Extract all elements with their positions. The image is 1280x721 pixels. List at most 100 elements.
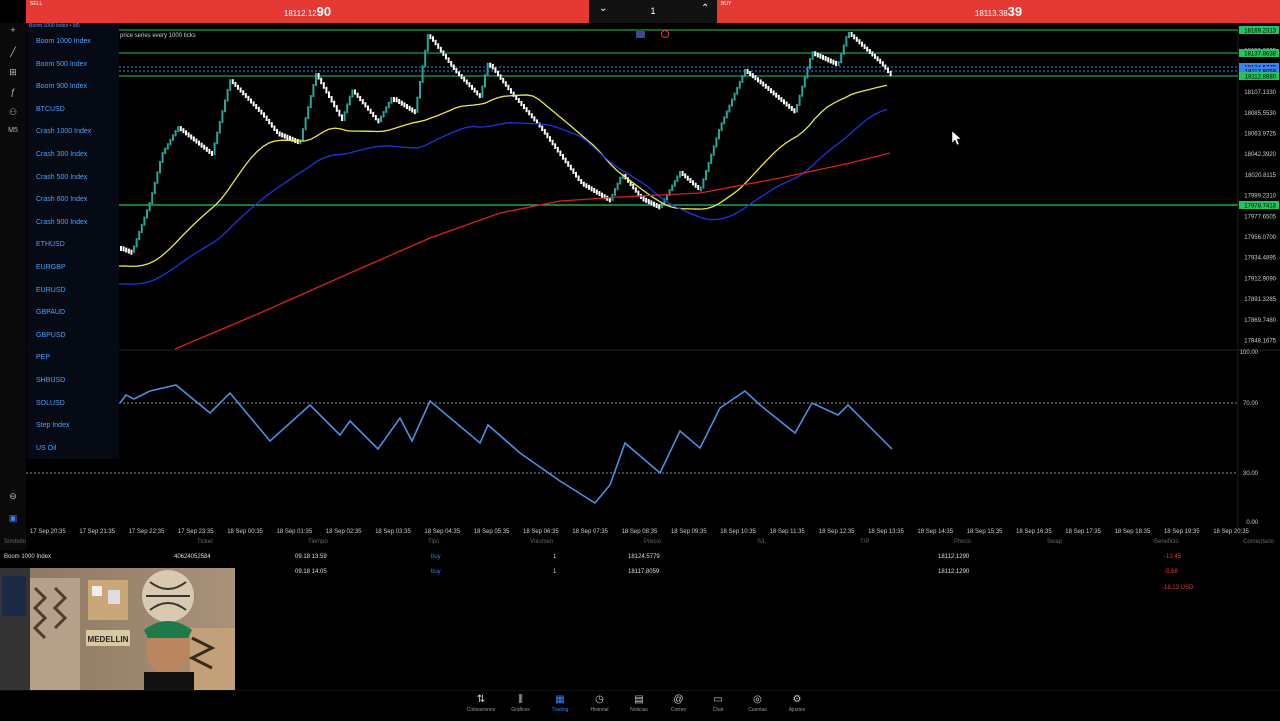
symbol-item[interactable]: Boom 500 Index: [36, 60, 87, 68]
symbol-item[interactable]: Crash 500 Index: [36, 173, 88, 181]
brick: [679, 171, 681, 178]
timeframe-button[interactable]: M5: [8, 127, 18, 134]
brick: [169, 138, 172, 146]
crosshair-icon[interactable]: +: [10, 25, 16, 35]
brick: [445, 53, 447, 60]
brick: [601, 192, 603, 198]
position-price[interactable]: 18124.5779: [628, 554, 660, 560]
brick: [268, 118, 271, 125]
brick: [205, 146, 208, 152]
symbol-item[interactable]: EURGBP: [36, 264, 66, 271]
symbol-item[interactable]: EURUSD: [36, 286, 66, 294]
column-header[interactable]: T/P: [860, 539, 870, 545]
position-volume[interactable]: 1: [553, 569, 557, 575]
position-ticket[interactable]: 40624052584: [174, 554, 211, 560]
arrows-icon: ⇅: [476, 694, 486, 705]
brick: [263, 112, 265, 118]
symbol-item[interactable]: SHBUSD: [36, 377, 66, 384]
price-axis-label: 17956.0700: [1244, 235, 1276, 241]
column-header[interactable]: Swap: [1047, 539, 1063, 545]
chevron-down-icon[interactable]: ⌄: [599, 3, 608, 14]
objects-icon[interactable]: ⚇: [8, 107, 18, 117]
column-header[interactable]: Precio: [954, 539, 972, 545]
nav-ajustes[interactable]: ⚙ Ajustes: [777, 694, 817, 713]
brick: [135, 238, 138, 248]
line-tool-icon[interactable]: ╱: [10, 47, 16, 57]
position-type[interactable]: buy: [431, 554, 441, 560]
sell-price: 18112.1290: [283, 4, 332, 19]
brick: [811, 51, 814, 61]
symbol-item[interactable]: SOLUSD: [36, 399, 65, 407]
brick: [861, 41, 863, 47]
symbol-item[interactable]: Boom 900 Index: [36, 83, 87, 91]
symbol-item[interactable]: GBPUSD: [36, 331, 66, 339]
column-header[interactable]: Beneficio: [1154, 539, 1179, 545]
nav-correo[interactable]: @ Correo: [659, 694, 699, 713]
brick: [850, 31, 853, 37]
price-chart[interactable]: price series every 1000 ticks 18169.2313 1…: [0, 23, 1280, 550]
brick: [247, 95, 250, 101]
brick: [341, 114, 343, 121]
position-type[interactable]: buy: [431, 569, 441, 575]
time-axis-label: 18 Sep 05:35: [474, 529, 510, 535]
function-icon[interactable]: ƒ: [10, 87, 16, 97]
column-header[interactable]: Comentario: [1243, 539, 1275, 545]
symbol-item[interactable]: Crash 1000 Index: [36, 128, 92, 136]
oscillator-line: [119, 384, 893, 505]
brick: [473, 87, 476, 93]
brick: [231, 79, 234, 85]
position-time[interactable]: 09.18 13:59: [295, 554, 327, 560]
symbol-item[interactable]: ETHUSD: [36, 241, 65, 249]
brick: [645, 197, 648, 203]
column-header[interactable]: Tipo: [428, 539, 440, 545]
nav-cuentas[interactable]: ◎ Cuentas: [738, 694, 778, 713]
brick: [777, 94, 780, 100]
nav-label: Trading: [551, 707, 569, 713]
nav-noticias[interactable]: ▤ Noticias: [619, 694, 659, 713]
sell-button[interactable]: SELL 18112.1290: [26, 0, 589, 23]
brick: [510, 88, 512, 94]
nav-trading[interactable]: ▦ Trading: [540, 694, 580, 713]
lot-value[interactable]: 1: [650, 6, 656, 16]
nav-historial[interactable]: ◷ Historial: [580, 694, 620, 713]
column-header[interactable]: Volumen: [530, 539, 554, 545]
position-time[interactable]: 09.18 14:05: [295, 569, 327, 575]
symbol-item[interactable]: BTCUSD: [36, 105, 65, 113]
chevron-up-icon[interactable]: ⌃: [701, 3, 710, 14]
settings-icon[interactable]: ▣: [8, 513, 18, 523]
symbol-item[interactable]: Step Index: [36, 422, 70, 430]
symbol-item[interactable]: Crash 900 Index: [36, 218, 88, 226]
symbol-item[interactable]: Crash 600 Index: [36, 196, 88, 204]
brick: [559, 150, 562, 157]
price-tag-label: 17978.7418: [1244, 204, 1276, 210]
symbol-item[interactable]: PEP: [36, 354, 51, 362]
nav-chat[interactable]: ▭ Chat: [698, 694, 738, 713]
position-current[interactable]: 18112.1290: [938, 569, 970, 575]
news-icon: ▤: [634, 694, 644, 705]
column-header[interactable]: Precio: [644, 539, 662, 545]
column-header[interactable]: Símbolo: [4, 539, 27, 545]
position-symbol[interactable]: Boom 1000 Index: [4, 554, 52, 560]
nav-cotizaciones[interactable]: ⇅ Cotizaciones: [461, 694, 501, 713]
column-header[interactable]: Ticket: [197, 539, 213, 545]
position-current[interactable]: 18112.1290: [938, 554, 970, 560]
lot-stepper[interactable]: ⌄ 1 ⌃: [589, 0, 717, 23]
symbol-item[interactable]: US Oil: [36, 444, 57, 452]
position-price[interactable]: 18117.8059: [628, 569, 660, 575]
history-icon: ◷: [595, 694, 604, 705]
column-header[interactable]: S/L: [757, 539, 767, 545]
indicators-icon[interactable]: ⊞: [9, 67, 17, 77]
buy-button[interactable]: BUY 18113.3839: [717, 0, 1280, 23]
nav-grficos[interactable]: ⫼ Gráficos: [501, 694, 541, 713]
brick: [517, 97, 520, 104]
symbol-item[interactable]: Boom 1000 Index: [36, 38, 91, 45]
symbol-item[interactable]: Crash 300 Index: [36, 151, 88, 158]
symbol-item[interactable]: GBPAUD: [36, 309, 66, 317]
position-profit[interactable]: -12.45: [1164, 554, 1182, 560]
gear-icon: ⚙: [792, 694, 802, 705]
zoom-icon[interactable]: ⊖: [9, 491, 17, 501]
column-header[interactable]: Tiempo: [308, 539, 328, 545]
position-volume[interactable]: 1: [553, 554, 557, 560]
position-profit[interactable]: -5.68: [1164, 569, 1178, 575]
brick: [317, 73, 320, 80]
